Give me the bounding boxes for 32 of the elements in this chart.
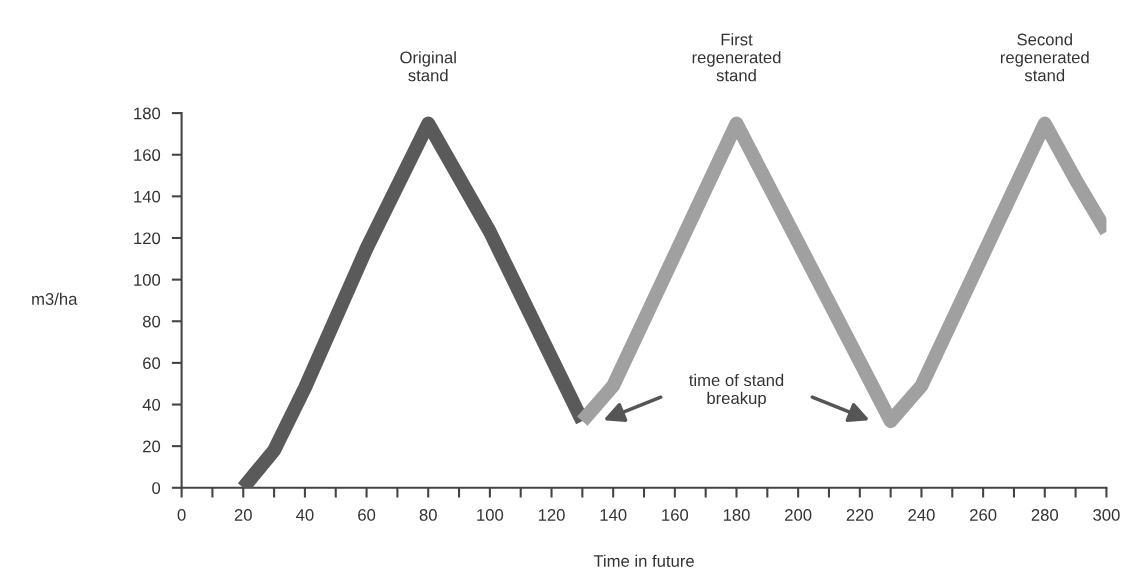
x-tick-label: 220 bbox=[846, 509, 874, 521]
x-tick-label: 80 bbox=[419, 509, 437, 521]
y-tick-label: 40 bbox=[142, 398, 161, 411]
y-tick-label: 80 bbox=[142, 315, 161, 328]
x-tick-label: 20 bbox=[234, 509, 252, 521]
annotation: Original stand bbox=[400, 51, 456, 82]
x-tick-label: 40 bbox=[296, 509, 314, 521]
y-axis-title: m3/ha bbox=[32, 292, 78, 305]
x-tick-label: 280 bbox=[1031, 509, 1059, 521]
y-tick-label: 100 bbox=[134, 274, 161, 286]
annotation: time of stand breakup bbox=[689, 373, 784, 408]
x-tick-label: 200 bbox=[785, 509, 812, 521]
x-axis-title: Time in future bbox=[593, 554, 694, 567]
y-tick-label: 60 bbox=[143, 357, 161, 370]
x-tick-label: 0 bbox=[177, 509, 186, 521]
x-tick-label: 300 bbox=[1093, 509, 1120, 521]
x-tick-label: 120 bbox=[538, 509, 565, 521]
x-tick-label: 180 bbox=[723, 509, 750, 521]
annotation: Second regenerated stand bbox=[1000, 33, 1089, 82]
y-tick-label: 0 bbox=[152, 482, 161, 494]
y-tick-label: 140 bbox=[134, 190, 161, 203]
y-tick-label: 180 bbox=[134, 107, 161, 120]
x-tick-label: 240 bbox=[908, 509, 935, 521]
x-tick-label: 160 bbox=[662, 509, 689, 521]
y-tick-label: 20 bbox=[143, 440, 161, 453]
x-tick-label: 100 bbox=[477, 509, 504, 521]
y-tick-label: 120 bbox=[134, 232, 161, 245]
x-tick-label: 60 bbox=[358, 509, 376, 521]
x-tick-label: 140 bbox=[600, 509, 627, 521]
y-tick-label: 160 bbox=[134, 149, 161, 161]
x-tick-label: 260 bbox=[970, 509, 997, 521]
annotation: First regenerated stand bbox=[692, 33, 781, 82]
